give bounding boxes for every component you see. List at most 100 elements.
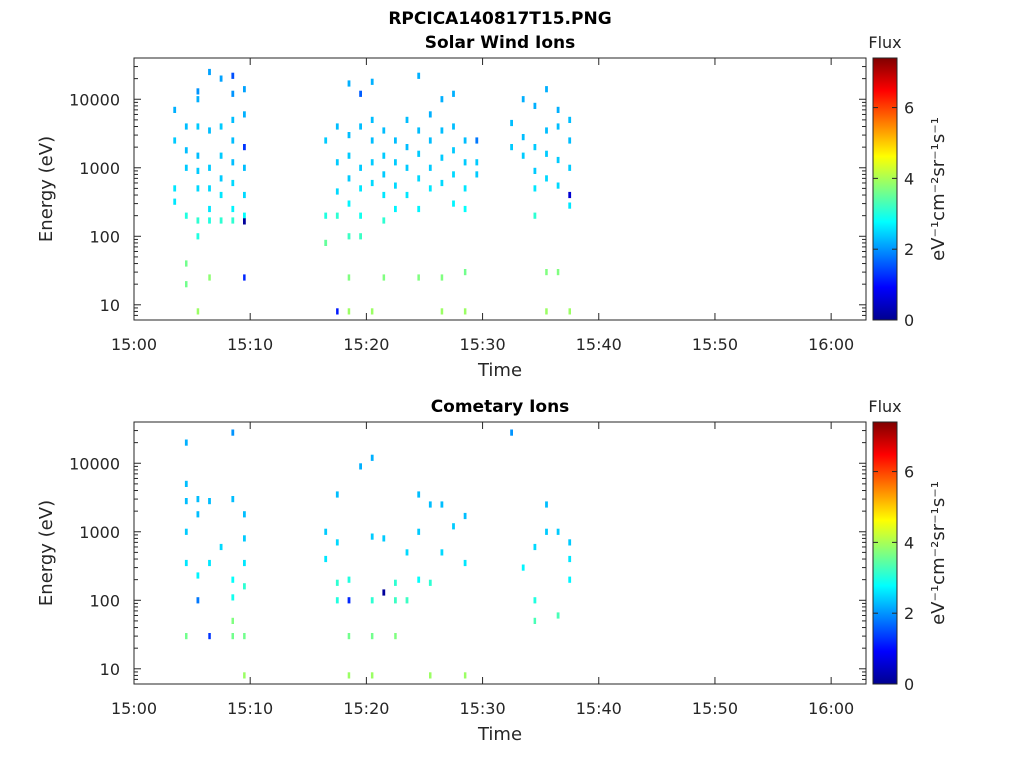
- flux-cell: [184, 123, 188, 130]
- flux-cell: [545, 501, 548, 508]
- flux-cell: [545, 150, 548, 157]
- flux-cell: [533, 185, 537, 192]
- flux-cell: [231, 179, 235, 187]
- flux-cell: [185, 281, 188, 288]
- flux-cell: [440, 96, 444, 103]
- flux-cell: [347, 274, 351, 281]
- flux-cell: [231, 496, 235, 503]
- x-tick-label: 15:00: [111, 335, 157, 354]
- flux-cell: [405, 597, 409, 604]
- flux-cell: [452, 90, 455, 97]
- flux-cell: [208, 185, 211, 192]
- flux-cell: [243, 535, 246, 542]
- flux-cell: [359, 164, 362, 171]
- panel-title: Cometary Ions: [431, 397, 570, 417]
- flux-cell: [440, 274, 444, 281]
- flux-cell: [370, 533, 374, 540]
- colorbar-gradient: [872, 421, 898, 685]
- flux-cell: [196, 597, 200, 604]
- flux-cell: [440, 501, 444, 508]
- flux-cell: [231, 576, 235, 583]
- flux-cell: [219, 175, 223, 182]
- flux-cell: [184, 212, 188, 219]
- flux-cell: [335, 188, 339, 195]
- flux-cell: [417, 150, 421, 157]
- flux-cell: [347, 672, 351, 679]
- colorbar: 0 2 4 6 Flux eV⁻¹cm⁻²sr⁻¹s⁻¹: [868, 33, 949, 330]
- flux-cell: [463, 269, 467, 276]
- flux-cell: [335, 579, 339, 586]
- flux-cell: [196, 511, 200, 518]
- flux-cell: [556, 123, 560, 130]
- y-tick-label: 10000: [69, 90, 120, 109]
- flux-cell: [440, 179, 444, 187]
- x-axis-label: Time: [477, 360, 522, 381]
- y-tick-label: 10: [100, 296, 120, 315]
- flux-cell: [347, 200, 351, 207]
- flux-cell: [347, 152, 351, 159]
- flux-cell: [208, 217, 211, 224]
- flux-cell: [568, 555, 572, 563]
- flux-cell: [510, 429, 513, 436]
- flux-cell: [556, 106, 560, 113]
- flux-cell: [208, 559, 211, 567]
- flux-cell: [556, 612, 560, 619]
- flux-cell: [533, 212, 537, 219]
- flux-cell: [556, 269, 560, 276]
- flux-cell: [568, 191, 572, 199]
- flux-cell: [545, 86, 548, 93]
- flux-cell: [568, 164, 572, 171]
- flux-cell: [521, 134, 525, 141]
- panel-2: 15:00 15:10 15:20 15:30 15:40 15:50 16:00 10 100…: [36, 397, 949, 745]
- flux-cell: [545, 175, 548, 182]
- flux-cell: [382, 589, 386, 596]
- flux-cell: [417, 127, 421, 134]
- colorbar-tick-label: 6: [904, 463, 914, 482]
- flux-cell: [452, 147, 455, 154]
- flux-cell: [568, 116, 572, 123]
- flux-cell: [382, 274, 386, 281]
- colorbar-tick-label: 2: [904, 604, 914, 623]
- flux-cell: [335, 491, 339, 498]
- flux-cell: [336, 308, 339, 315]
- flux-cell: [370, 159, 374, 166]
- flux-cell: [173, 185, 177, 192]
- y-tick-label: 10: [100, 660, 120, 679]
- flux-cell: [463, 159, 467, 166]
- flux-cell: [359, 90, 362, 97]
- y-axis-label: Energy (eV): [36, 500, 57, 606]
- flux-cell: [324, 212, 328, 219]
- flux-cell: [405, 116, 409, 123]
- plot-area: [134, 58, 866, 320]
- y-tick-label: 100: [89, 227, 120, 246]
- flux-cell: [231, 633, 234, 640]
- flux-cell: [335, 159, 339, 166]
- colorbar-tick-label: 4: [904, 169, 914, 188]
- flux-cell: [335, 597, 339, 604]
- flux-cell: [231, 72, 235, 79]
- flux-cell: [452, 523, 455, 530]
- flux-cell: [185, 260, 188, 267]
- flux-cell: [208, 127, 211, 134]
- flux-cell: [521, 564, 525, 571]
- flux-cell: [173, 198, 177, 205]
- colorbar-unit-label: eV⁻¹cm⁻²sr⁻¹s⁻¹: [928, 481, 949, 625]
- flux-cell: [231, 90, 235, 97]
- y-tick-label: 10000: [69, 454, 120, 473]
- flux-cell: [196, 308, 200, 315]
- flux-cell: [394, 205, 397, 213]
- flux-cell: [475, 137, 479, 144]
- flux-cell: [370, 308, 374, 315]
- x-tick-label: 15:30: [460, 699, 506, 718]
- x-tick-label: 16:00: [808, 335, 854, 354]
- colorbar-tick-label: 0: [904, 311, 914, 330]
- flux-cell: [521, 96, 525, 103]
- flux-cell: [347, 233, 351, 240]
- flux-cell: [208, 68, 211, 76]
- colorbar-tick-label: 6: [904, 99, 914, 118]
- flux-cell: [440, 127, 444, 134]
- flux-cell: [196, 88, 200, 95]
- flux-cell: [417, 576, 421, 583]
- flux-cell: [196, 96, 200, 103]
- flux-cell: [417, 72, 421, 79]
